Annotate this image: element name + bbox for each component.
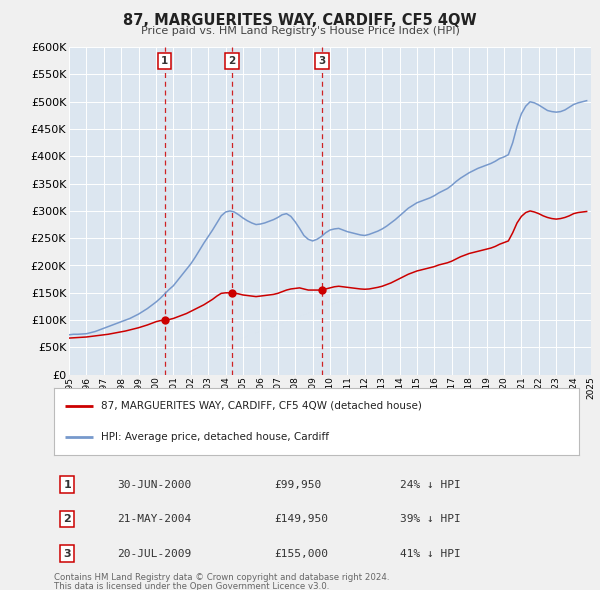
Text: 2: 2: [229, 56, 236, 66]
Text: HPI: Average price, detached house, Cardiff: HPI: Average price, detached house, Card…: [101, 432, 329, 442]
Text: 21-MAY-2004: 21-MAY-2004: [117, 514, 191, 524]
Text: 20-JUL-2009: 20-JUL-2009: [117, 549, 191, 559]
Text: 3: 3: [64, 549, 71, 559]
Text: 30-JUN-2000: 30-JUN-2000: [117, 480, 191, 490]
Text: £99,950: £99,950: [275, 480, 322, 490]
Text: £155,000: £155,000: [275, 549, 329, 559]
Text: Contains HM Land Registry data © Crown copyright and database right 2024.: Contains HM Land Registry data © Crown c…: [54, 573, 389, 582]
Text: 87, MARGUERITES WAY, CARDIFF, CF5 4QW (detached house): 87, MARGUERITES WAY, CARDIFF, CF5 4QW (d…: [101, 401, 422, 411]
Text: 41% ↓ HPI: 41% ↓ HPI: [401, 549, 461, 559]
Text: 3: 3: [319, 56, 326, 66]
Text: 39% ↓ HPI: 39% ↓ HPI: [401, 514, 461, 524]
Text: 24% ↓ HPI: 24% ↓ HPI: [401, 480, 461, 490]
Text: This data is licensed under the Open Government Licence v3.0.: This data is licensed under the Open Gov…: [54, 582, 329, 590]
Text: £149,950: £149,950: [275, 514, 329, 524]
Text: 1: 1: [161, 56, 169, 66]
Text: 2: 2: [63, 514, 71, 524]
Text: Price paid vs. HM Land Registry's House Price Index (HPI): Price paid vs. HM Land Registry's House …: [140, 26, 460, 36]
Text: 1: 1: [63, 480, 71, 490]
Text: 87, MARGUERITES WAY, CARDIFF, CF5 4QW: 87, MARGUERITES WAY, CARDIFF, CF5 4QW: [123, 13, 477, 28]
